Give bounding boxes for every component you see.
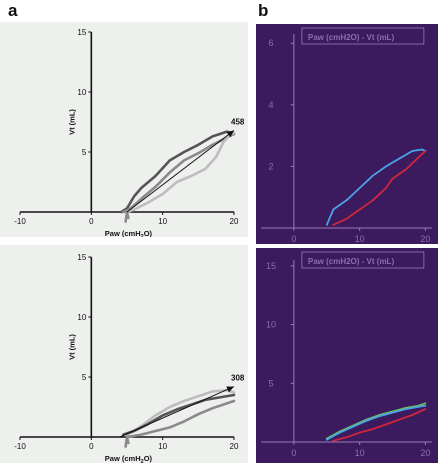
- chart-b-bottom: 0 10 20 5 10 15 Paw (cmH2O) - Vt (mL): [256, 248, 438, 463]
- x-tick-label: 10: [355, 448, 365, 458]
- y-tick-label: 10: [266, 320, 276, 330]
- y-tick-label: 4: [268, 100, 273, 110]
- series-line-blue: [325, 148, 427, 226]
- x-tick-label: 0: [291, 234, 296, 244]
- chart-svg: -10 0 10 20 5 10 15 Paw (cmH2O) Vt (mL) 458: [0, 22, 248, 237]
- series-line-3: [125, 399, 236, 439]
- monitor-title-box: [301, 27, 425, 45]
- chart-svg: -10 0 10 20 5 10 15 Paw (cmH2O) Vt (mL) 308: [0, 245, 248, 463]
- compliance-arrow: [126, 130, 235, 213]
- panel-b-label: b: [258, 1, 269, 20]
- x-tick-label: 0: [89, 217, 94, 226]
- y-tick-label: 5: [268, 378, 273, 388]
- x-tick-label: 20: [420, 448, 430, 458]
- y-tick-label: 15: [266, 261, 276, 271]
- x-tick-label: -10: [14, 442, 26, 451]
- y-tick-label: 2: [268, 161, 273, 171]
- compliance-arrow: [119, 386, 235, 438]
- series-line-1: [125, 388, 236, 436]
- compliance-annotation: 458: [231, 117, 245, 126]
- y-tick-label: 10: [77, 88, 86, 97]
- plot-background: [0, 245, 248, 463]
- monitor-title: Paw (cmH2O) - Vt (mL): [308, 33, 395, 42]
- y-tick-label: 6: [268, 38, 273, 48]
- series-line-1: [120, 130, 236, 214]
- y-tick-label: 15: [77, 253, 86, 262]
- chart-svg: 0 10 20 2 4 6 Paw (cmH2O) - Vt (mL): [256, 24, 438, 244]
- chart-b-top: 0 10 20 2 4 6 Paw (cmH2O) - Vt (mL): [256, 24, 438, 244]
- series-line-blue: [325, 404, 427, 441]
- arrow-head: [226, 386, 234, 393]
- x-tick-label: 20: [420, 234, 430, 244]
- series-line-red: [332, 408, 427, 442]
- y-tick-label: 10: [77, 313, 86, 322]
- chart-svg: 0 10 20 5 10 15 Paw (cmH2O) - Vt (mL): [256, 248, 438, 463]
- x-tick-label: 0: [89, 442, 94, 451]
- series-line-4: [124, 435, 130, 448]
- x-tick-label: 10: [158, 442, 167, 451]
- x-tick-label: 20: [230, 442, 239, 451]
- arrow-head: [226, 130, 234, 138]
- x-tick-label: -10: [14, 217, 26, 226]
- chart-a-bottom: -10 0 10 20 5 10 15 Paw (cmH2O) Vt (mL) 308: [0, 245, 248, 463]
- plot-background: [0, 22, 248, 237]
- plot-background: [256, 24, 438, 244]
- plot-background: [256, 248, 438, 463]
- chart-a-top: -10 0 10 20 5 10 15 Paw (cmH2O) Vt (mL) 458: [0, 22, 248, 237]
- x-axis-label: Paw (cmH2O): [105, 454, 153, 463]
- monitor-title-box: [301, 251, 425, 269]
- y-tick-label: 5: [82, 148, 87, 157]
- y-axis-label: Vt (mL): [67, 109, 76, 135]
- series-line-red: [332, 150, 427, 226]
- x-axis-label: Paw (cmH2O): [105, 229, 153, 237]
- monitor-title: Paw (cmH2O) - Vt (mL): [308, 257, 395, 266]
- x-tick-label: 0: [291, 448, 296, 458]
- y-tick-label: 5: [82, 373, 87, 382]
- panel-a-label: a: [8, 1, 18, 20]
- x-tick-label: 10: [158, 217, 167, 226]
- y-tick-label: 15: [77, 28, 86, 37]
- series-line-green: [325, 402, 427, 440]
- series-line-3: [125, 131, 236, 214]
- y-axis-label: Vt (mL): [67, 334, 76, 360]
- x-tick-label: 10: [355, 234, 365, 244]
- x-tick-label: 20: [230, 217, 239, 226]
- compliance-annotation: 308: [231, 374, 245, 383]
